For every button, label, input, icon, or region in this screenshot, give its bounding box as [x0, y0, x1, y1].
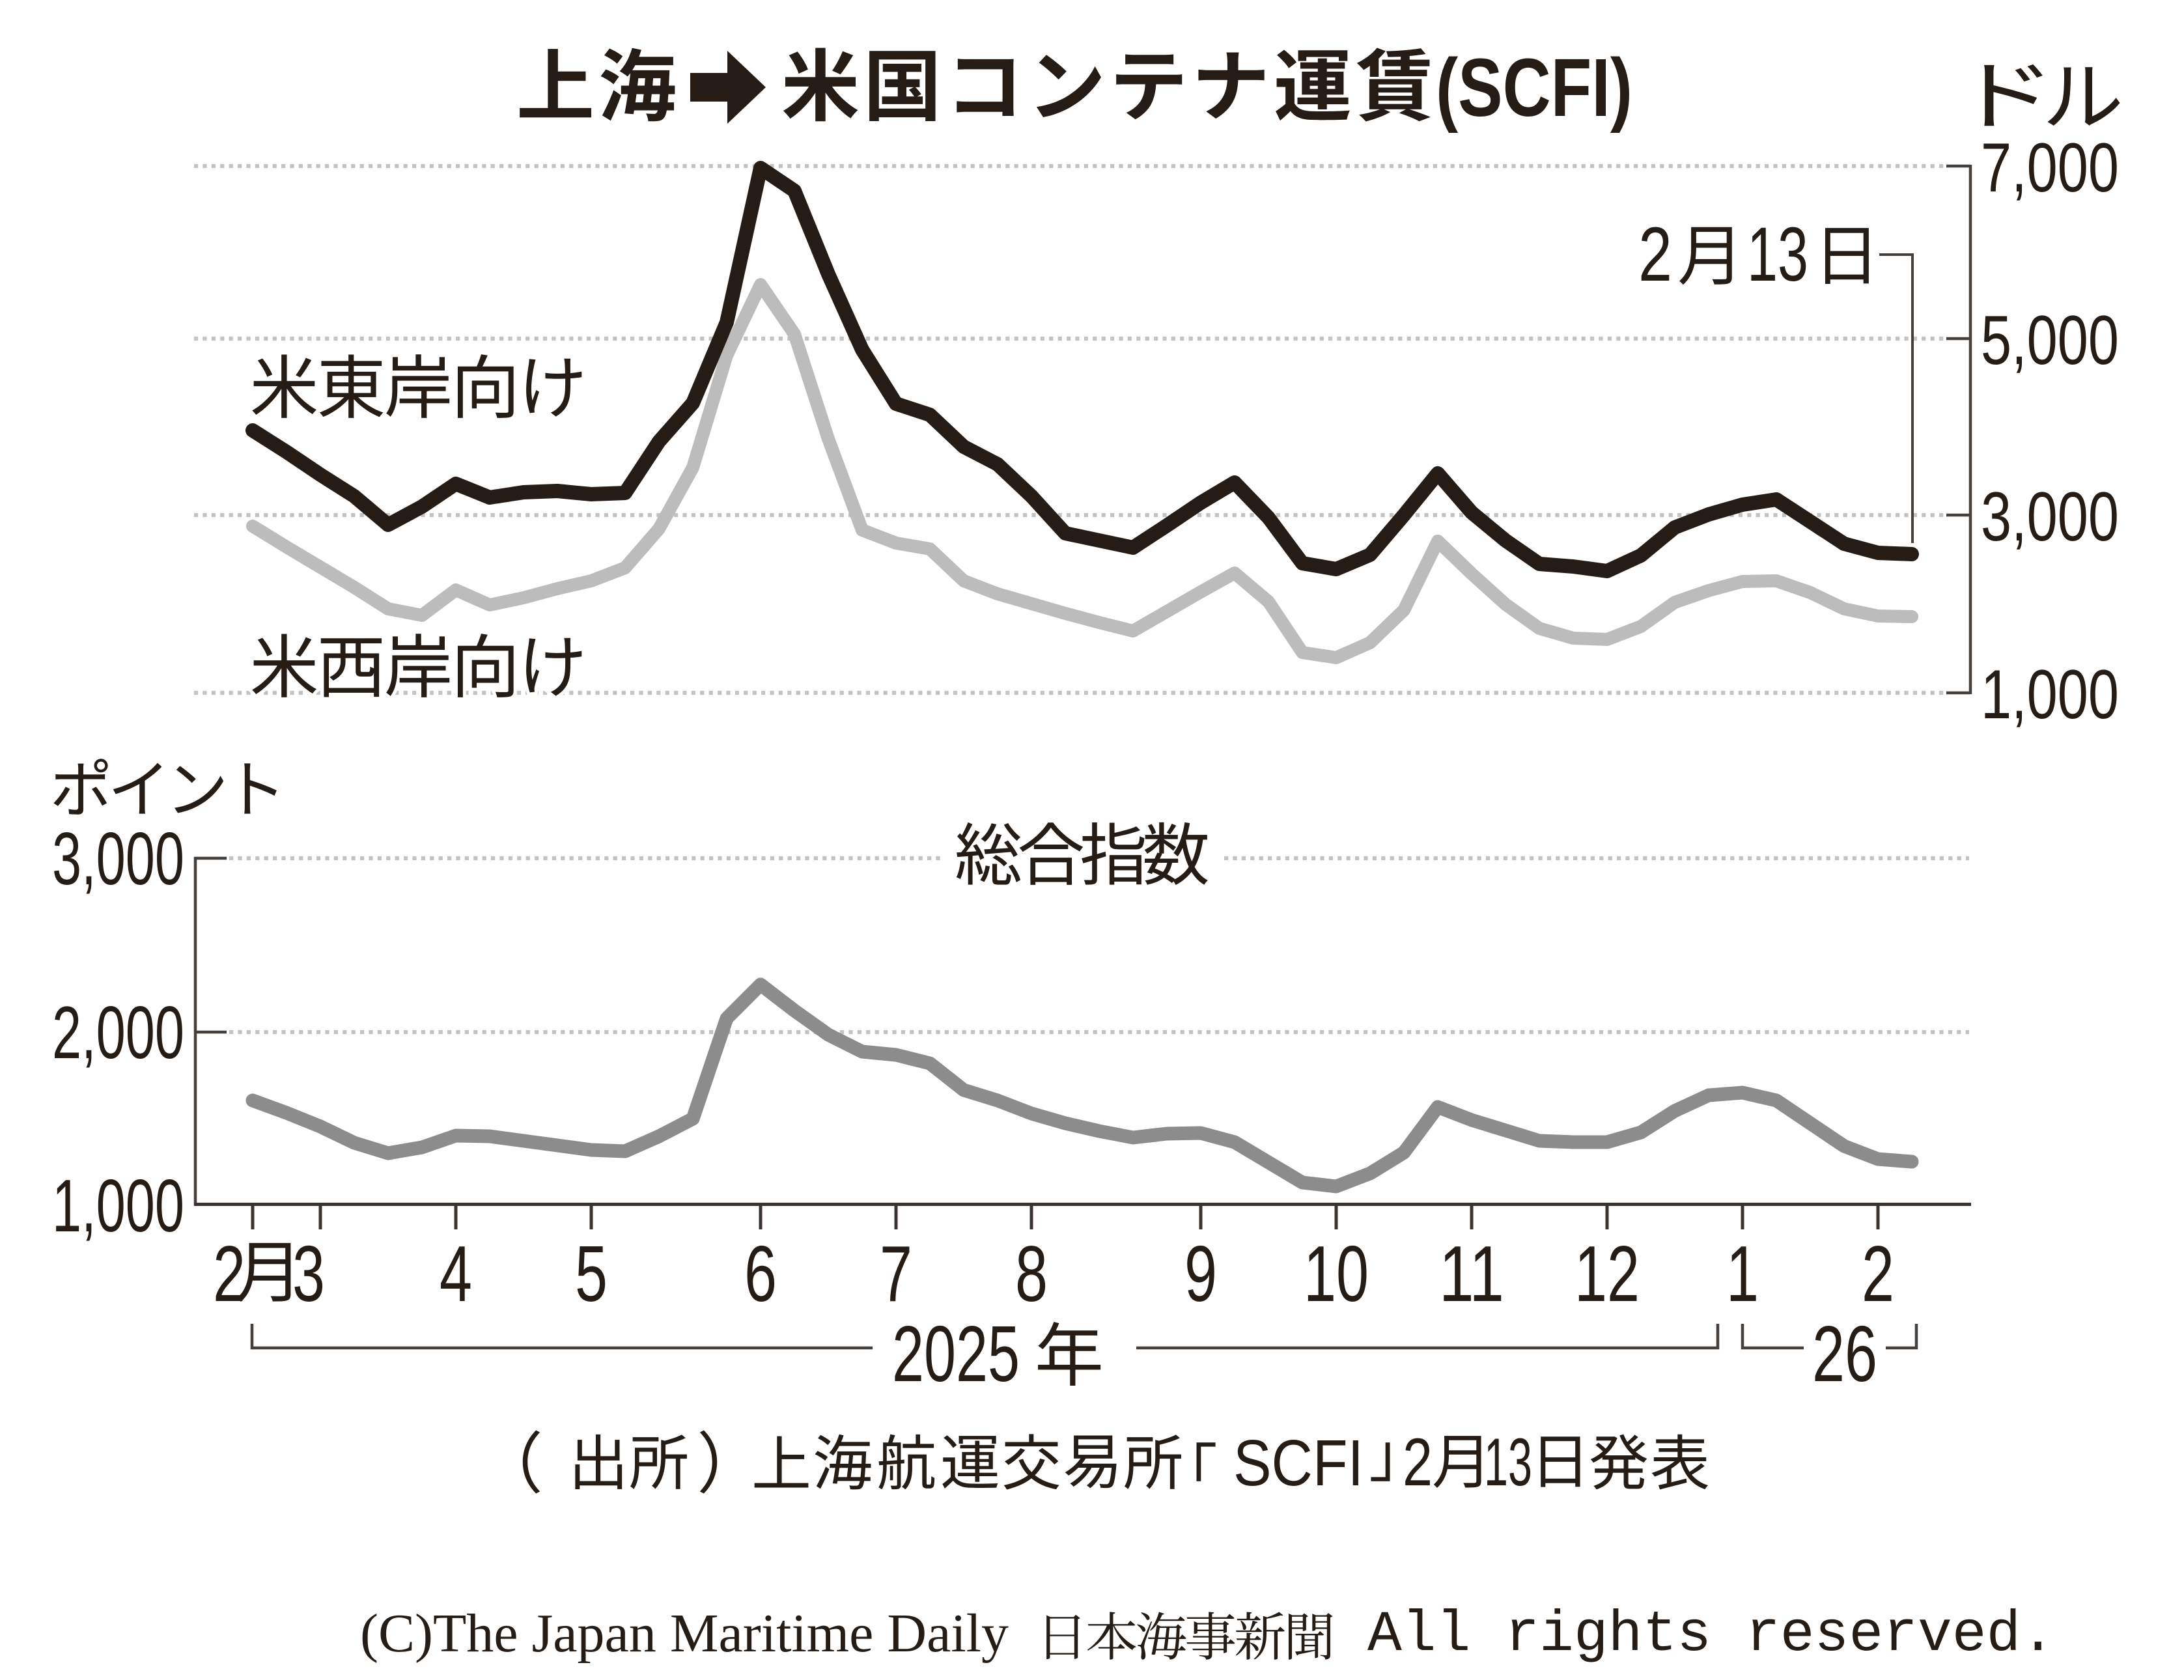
svg-text:2: 2 — [213, 1229, 245, 1318]
svg-text:SCFI: SCFI — [1233, 1427, 1364, 1500]
svg-text:3,000: 3,000 — [52, 818, 184, 901]
svg-text:13: 13 — [1484, 1425, 1532, 1500]
svg-text:2025: 2025 — [892, 1309, 1020, 1398]
svg-text:5: 5 — [575, 1229, 608, 1318]
svg-text:1,000: 1,000 — [1981, 655, 2119, 733]
svg-text:7,000: 7,000 — [1981, 128, 2119, 206]
svg-text:7: 7 — [880, 1229, 912, 1318]
svg-text:8: 8 — [1015, 1229, 1048, 1318]
svg-text:11: 11 — [1439, 1229, 1504, 1318]
svg-text:4: 4 — [440, 1229, 472, 1318]
svg-text:3: 3 — [292, 1229, 325, 1318]
svg-text:2: 2 — [1638, 212, 1672, 298]
svg-text:1: 1 — [1726, 1229, 1759, 1318]
svg-text:10: 10 — [1304, 1229, 1369, 1318]
svg-text:9: 9 — [1184, 1229, 1217, 1318]
svg-text:All rights reserved.: All rights reserved. — [1367, 1603, 2055, 1668]
svg-text:3,000: 3,000 — [1981, 477, 2119, 555]
svg-text:2: 2 — [1862, 1229, 1894, 1318]
svg-text:5,000: 5,000 — [1981, 301, 2119, 379]
svg-text:26: 26 — [1812, 1309, 1877, 1398]
svg-text:1,000: 1,000 — [52, 1165, 184, 1248]
svg-text:13: 13 — [1747, 212, 1808, 298]
svg-text:(C)The Japan Maritime Daily: (C)The Japan Maritime Daily — [360, 1603, 1009, 1664]
svg-text:2,000: 2,000 — [52, 992, 184, 1074]
svg-text:12: 12 — [1575, 1229, 1640, 1318]
svg-text:(SCFI): (SCFI) — [1436, 42, 1632, 133]
svg-text:6: 6 — [744, 1229, 777, 1318]
svg-text:2: 2 — [1403, 1425, 1433, 1500]
